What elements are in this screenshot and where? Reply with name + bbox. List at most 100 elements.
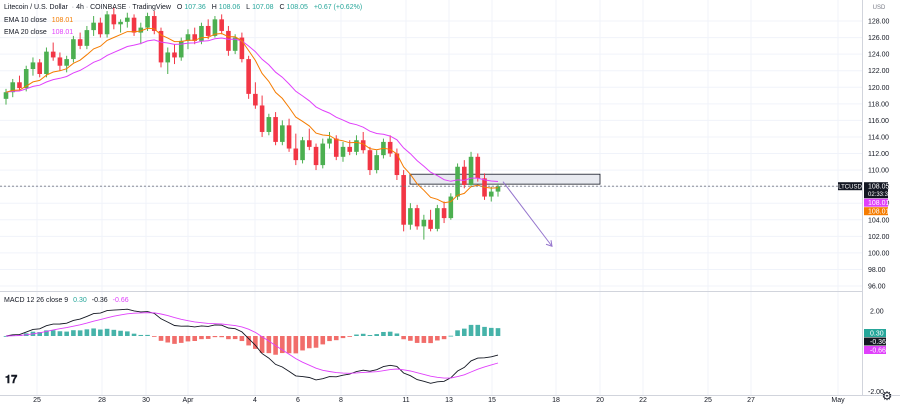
- macd-histogram-bar: [354, 334, 359, 336]
- candle-body: [192, 34, 198, 41]
- macd-histogram-bar: [455, 330, 460, 336]
- time-tick: 22: [639, 397, 647, 404]
- candle-body: [165, 52, 171, 63]
- candle-body: [293, 148, 299, 161]
- ema10-legend[interactable]: EMA 10 close 108.01: [4, 16, 73, 26]
- price-tick: 96.00: [868, 284, 886, 291]
- macd-line: [5, 308, 499, 384]
- macd-axis[interactable]: 2.00 -2.00 0.30-0.36 -0.66: [864, 309, 886, 397]
- candle-body: [333, 138, 339, 157]
- candle-body: [98, 22, 103, 35]
- time-tick: 11: [402, 397, 409, 404]
- candle-body: [421, 219, 427, 227]
- candle-body: [468, 156, 474, 185]
- macd-histogram-bar: [306, 336, 312, 349]
- candle-body: [84, 30, 90, 46]
- grid: [0, 0, 862, 395]
- symbol-title[interactable]: Litecoin / U.S. Dollar: [4, 4, 68, 11]
- candle-body: [71, 39, 76, 60]
- ema10-line: [5, 27, 499, 204]
- gear-icon[interactable]: ⚙: [881, 389, 893, 403]
- price-axis[interactable]: USD 128.00 126.00 124.00 122.00 120.00 118.00 1…: [868, 5, 890, 291]
- candle-body: [367, 150, 373, 171]
- macd-histogram-bar: [37, 332, 42, 336]
- ema20-badge-bg: [864, 198, 888, 207]
- time-tick: 8: [339, 397, 343, 404]
- macd-badge: -0.66: [870, 348, 886, 355]
- candle-body: [428, 219, 433, 229]
- candle-body: [239, 37, 245, 60]
- candle-body: [77, 39, 83, 46]
- macd-histogram-bar: [3, 336, 9, 337]
- candle-body: [23, 69, 29, 89]
- candle-body: [30, 62, 36, 70]
- tradingview-logo-icon[interactable]: 𝟏𝟕: [5, 373, 18, 386]
- time-tick: 15: [488, 397, 496, 404]
- candle-body: [441, 208, 447, 219]
- candle-body: [145, 16, 150, 28]
- macd-histogram-bar: [253, 336, 258, 349]
- change-value: +0.67 (+0.62%): [313, 4, 363, 11]
- macd-histogram-bar: [482, 326, 487, 336]
- candle-body: [91, 22, 96, 31]
- low-value: 107.08: [252, 4, 274, 11]
- macd-histogram-bar: [374, 334, 379, 336]
- projection-line: [502, 181, 553, 247]
- candle-body: [151, 16, 157, 31]
- interval-label[interactable]: 4h: [76, 4, 84, 11]
- candle-body: [448, 196, 454, 219]
- macd-histogram-bar: [428, 336, 433, 344]
- price-tick: 116.00: [868, 118, 889, 125]
- macd-tick: 2.00: [870, 309, 884, 316]
- supply-zone[interactable]: [409, 173, 601, 185]
- candle-body: [10, 82, 16, 93]
- ema10-badge-bg: [864, 207, 888, 216]
- candle-body: [435, 208, 440, 229]
- macd-histogram-bar: [246, 336, 251, 346]
- ohlc-readout: O 107.36 H 108.06 L 107.08 C 108.05 +0.67 (+…: [176, 4, 363, 11]
- projection-arrow[interactable]: [502, 181, 553, 247]
- macd-histogram-bar: [205, 336, 211, 339]
- macd-histogram-bar: [259, 336, 265, 353]
- time-tick: 27: [747, 397, 755, 404]
- time-tick: 30: [142, 397, 150, 404]
- arrowhead: [545, 240, 553, 247]
- macd-histogram-bar: [212, 336, 218, 338]
- macd-histogram-bar: [320, 336, 326, 345]
- macd-line-value: -0.36: [91, 297, 108, 304]
- macd-badge-bg: [864, 337, 886, 346]
- macd-histogram-bar: [313, 336, 319, 348]
- macd-histogram-bar: [333, 336, 339, 341]
- candle-body: [360, 140, 366, 151]
- candle-body: [320, 143, 326, 166]
- macd-histogram-bar: [185, 336, 191, 342]
- time-tick: 25: [704, 397, 712, 404]
- candle-body: [138, 27, 144, 33]
- macd-legend[interactable]: MACD 12 26 close 9 0.30 -0.36 -0.66: [4, 296, 129, 306]
- candle-body: [300, 140, 305, 161]
- countdown-badge: 02:33:39: [868, 192, 892, 198]
- candle-body: [57, 57, 63, 66]
- source-label: TradingView: [132, 4, 171, 11]
- symbol-legend[interactable]: Litecoin / U.S. Dollar · 4h · COINBASE ·…: [4, 4, 363, 11]
- price-tick: 114.00: [868, 134, 889, 141]
- candle-body: [408, 208, 413, 225]
- candle-body: [455, 166, 460, 197]
- macd-histogram-bar: [421, 336, 427, 343]
- ema20-legend[interactable]: EMA 20 close 108.01: [4, 28, 73, 38]
- ema20-badge: 108.01: [868, 200, 890, 207]
- time-tick: 28: [98, 397, 106, 404]
- macd-histogram-bar: [495, 328, 501, 336]
- macd-histogram-bar: [71, 330, 76, 336]
- symbol-tag-bg: [838, 182, 862, 191]
- macd-histogram-bar: [394, 333, 400, 336]
- macd-histogram-bar: [367, 335, 373, 336]
- candle-body: [212, 19, 218, 36]
- ema20-value: 108.01: [51, 29, 74, 36]
- candle-body: [232, 37, 238, 51]
- time-axis[interactable]: 25 28 30 Apr 4 6 8 11 13 15 18 20 22 25 27 May: [33, 397, 845, 404]
- time-tick: 13: [445, 397, 453, 404]
